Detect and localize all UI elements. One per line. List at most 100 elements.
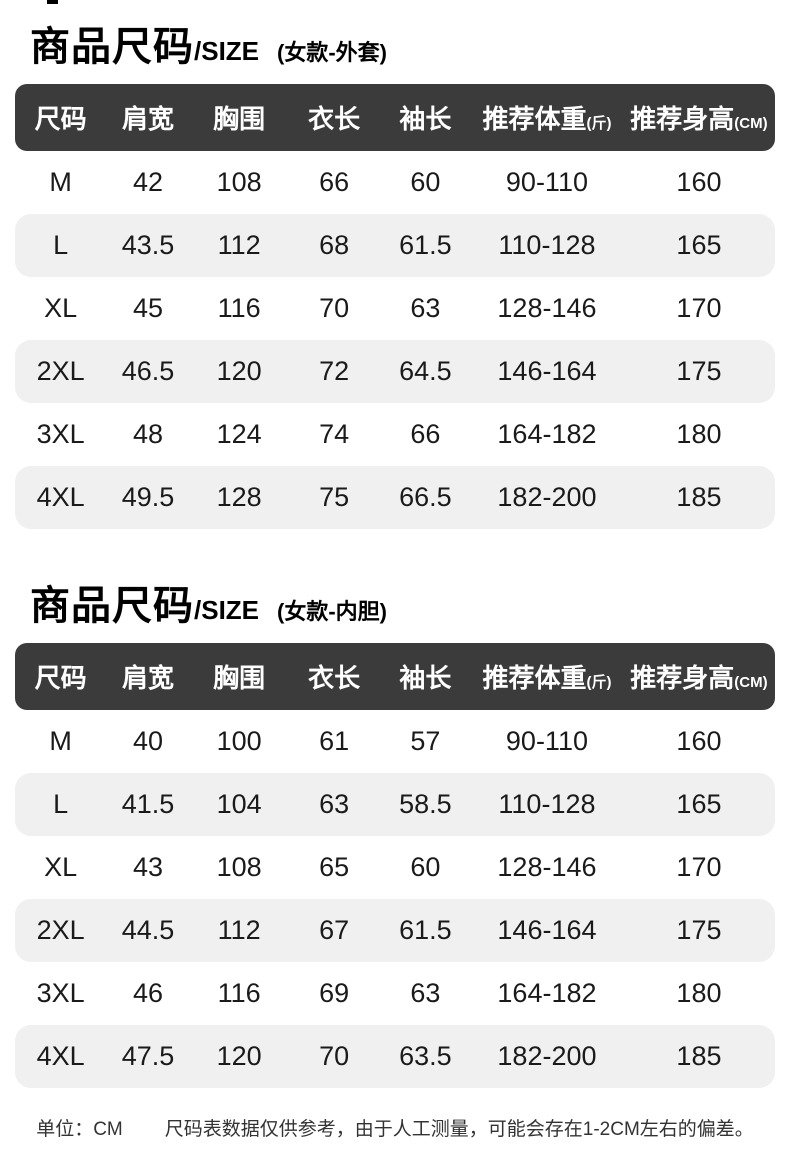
table-row-2xl: 2XL 46.5 120 72 64.5 146-164 175 bbox=[15, 340, 775, 403]
title-size-suffix: /SIZE bbox=[194, 36, 260, 66]
cell-size: L bbox=[53, 230, 69, 260]
cell-sleeve: 61.5 bbox=[399, 230, 452, 260]
measurement-disclaimer: 尺码表数据仅供参考，由于人工测量，可能会存在1-2CM左右的偏差。 bbox=[164, 1119, 754, 1140]
cell-size: 4XL bbox=[36, 1041, 85, 1071]
title-variant: (女款-内胆) bbox=[277, 599, 387, 624]
table-header-row: 尺码 肩宽 胸围 衣长 袖长 推荐体重(斤) 推荐身高(CM) bbox=[15, 643, 775, 710]
cell-chest: 108 bbox=[216, 167, 262, 197]
cell-sleeve: 63 bbox=[410, 978, 441, 1008]
table-row-4xl: 4XL 49.5 128 75 66.5 182-200 185 bbox=[15, 466, 775, 529]
cell-height: 175 bbox=[676, 356, 722, 386]
cell-height: 170 bbox=[676, 293, 722, 323]
cell-shoulder: 45 bbox=[132, 293, 163, 323]
cell-height: 175 bbox=[676, 915, 722, 945]
cell-shoulder: 49.5 bbox=[121, 482, 175, 512]
cell-length: 69 bbox=[319, 978, 350, 1008]
cell-shoulder: 42 bbox=[132, 167, 163, 197]
cell-size: 2XL bbox=[36, 915, 85, 945]
cell-sleeve: 66.5 bbox=[399, 482, 452, 512]
cell-chest: 124 bbox=[216, 419, 262, 449]
cell-chest: 116 bbox=[217, 293, 261, 323]
column-header-length: 衣长 bbox=[308, 104, 361, 134]
cell-shoulder: 43.5 bbox=[121, 230, 175, 260]
cell-size: L bbox=[53, 789, 69, 819]
cell-weight: 110-128 bbox=[498, 789, 596, 819]
cell-sleeve: 64.5 bbox=[399, 356, 452, 386]
column-header-height: 推荐身高(CM) bbox=[630, 663, 768, 693]
cell-sleeve: 60 bbox=[410, 852, 441, 882]
cell-length: 66 bbox=[319, 167, 350, 197]
cell-size: 3XL bbox=[36, 978, 85, 1008]
cell-length: 75 bbox=[319, 482, 350, 512]
cell-sleeve: 63 bbox=[410, 293, 441, 323]
cell-height: 180 bbox=[676, 978, 722, 1008]
cell-length: 72 bbox=[319, 356, 350, 386]
cell-height: 160 bbox=[676, 726, 722, 756]
column-header-size: 尺码 bbox=[34, 663, 87, 693]
table-row-m: M 42 108 66 60 90-110 160 bbox=[15, 151, 775, 214]
table-row-3xl: 3XL 48 124 74 66 164-182 180 bbox=[15, 403, 775, 466]
column-header-shoulder: 肩宽 bbox=[121, 663, 174, 693]
cell-shoulder: 43 bbox=[132, 852, 163, 882]
cell-shoulder: 40 bbox=[132, 726, 163, 756]
cell-sleeve: 60 bbox=[410, 167, 441, 197]
cell-size: M bbox=[49, 167, 72, 197]
table-row-l: L 43.5 112 68 61.5 110-128 165 bbox=[15, 214, 775, 277]
column-header-chest: 胸围 bbox=[213, 663, 266, 693]
cell-sleeve: 63.5 bbox=[399, 1041, 452, 1071]
cell-size: M bbox=[49, 726, 72, 756]
section-title-jacket: 商品尺码 /SIZE (女款-外套) bbox=[0, 0, 790, 72]
cell-shoulder: 41.5 bbox=[121, 789, 175, 819]
top-edge-artifact bbox=[47, 0, 58, 4]
cell-size: 4XL bbox=[36, 482, 85, 512]
cell-length: 63 bbox=[319, 789, 350, 819]
cell-chest: 120 bbox=[216, 1041, 262, 1071]
cell-shoulder: 46 bbox=[132, 978, 163, 1008]
unit-jin: (斤) bbox=[586, 674, 612, 691]
cell-length: 70 bbox=[319, 293, 350, 323]
cell-chest: 104 bbox=[216, 789, 262, 819]
size-section-liner: 商品尺码 /SIZE (女款-内胆) 尺码 肩宽 胸围 衣长 袖长 推荐体重(斤… bbox=[0, 529, 790, 1088]
title-variant: (女款-外套) bbox=[277, 40, 387, 65]
table-row-m: M 40 100 61 57 90-110 160 bbox=[15, 710, 775, 773]
cell-weight: 146-164 bbox=[497, 915, 597, 945]
cell-length: 65 bbox=[319, 852, 350, 882]
size-table-jacket: 尺码 肩宽 胸围 衣长 袖长 推荐体重(斤) 推荐身高(CM) M 42 108… bbox=[15, 84, 775, 529]
cell-length: 74 bbox=[319, 419, 350, 449]
cell-height: 185 bbox=[676, 482, 722, 512]
column-header-weight: 推荐体重(斤) bbox=[482, 663, 612, 693]
cell-size: XL bbox=[44, 293, 78, 323]
cell-length: 70 bbox=[319, 1041, 350, 1071]
cell-weight: 110-128 bbox=[498, 230, 596, 260]
cell-sleeve: 66 bbox=[410, 419, 441, 449]
column-header-sleeve: 袖长 bbox=[399, 663, 452, 693]
cell-weight: 128-146 bbox=[497, 852, 597, 882]
cell-weight: 164-182 bbox=[497, 419, 597, 449]
title-text: 商品尺码 bbox=[30, 584, 194, 628]
footnote: 单位：CM 尺码表数据仅供参考，由于人工测量，可能会存在1-2CM左右的偏差。 bbox=[0, 1114, 790, 1141]
cell-weight: 182-200 bbox=[497, 482, 597, 512]
cell-shoulder: 47.5 bbox=[121, 1041, 175, 1071]
unit-jin: (斤) bbox=[586, 115, 612, 132]
cell-sleeve: 58.5 bbox=[399, 789, 452, 819]
cell-weight: 90-110 bbox=[505, 726, 588, 756]
cell-height: 160 bbox=[676, 167, 722, 197]
column-header-sleeve: 袖长 bbox=[399, 104, 452, 134]
cell-weight: 182-200 bbox=[497, 1041, 597, 1071]
unit-label: 单位：CM bbox=[36, 1119, 123, 1140]
table-row-xl: XL 43 108 65 60 128-146 170 bbox=[15, 836, 775, 899]
column-header-height: 推荐身高(CM) bbox=[630, 104, 768, 134]
cell-size: XL bbox=[44, 852, 78, 882]
cell-weight: 146-164 bbox=[497, 356, 597, 386]
size-section-jacket: 商品尺码 /SIZE (女款-外套) 尺码 肩宽 胸围 衣长 袖长 推荐体重(斤… bbox=[0, 0, 790, 529]
cell-chest: 128 bbox=[216, 482, 262, 512]
column-header-length: 衣长 bbox=[308, 663, 361, 693]
cell-shoulder: 44.5 bbox=[121, 915, 175, 945]
cell-chest: 112 bbox=[217, 230, 261, 260]
cell-chest: 112 bbox=[217, 915, 261, 945]
cell-sleeve: 57 bbox=[410, 726, 441, 756]
column-header-weight: 推荐体重(斤) bbox=[482, 104, 612, 134]
cell-shoulder: 48 bbox=[132, 419, 163, 449]
cell-chest: 108 bbox=[216, 852, 262, 882]
cell-weight: 90-110 bbox=[505, 167, 588, 197]
